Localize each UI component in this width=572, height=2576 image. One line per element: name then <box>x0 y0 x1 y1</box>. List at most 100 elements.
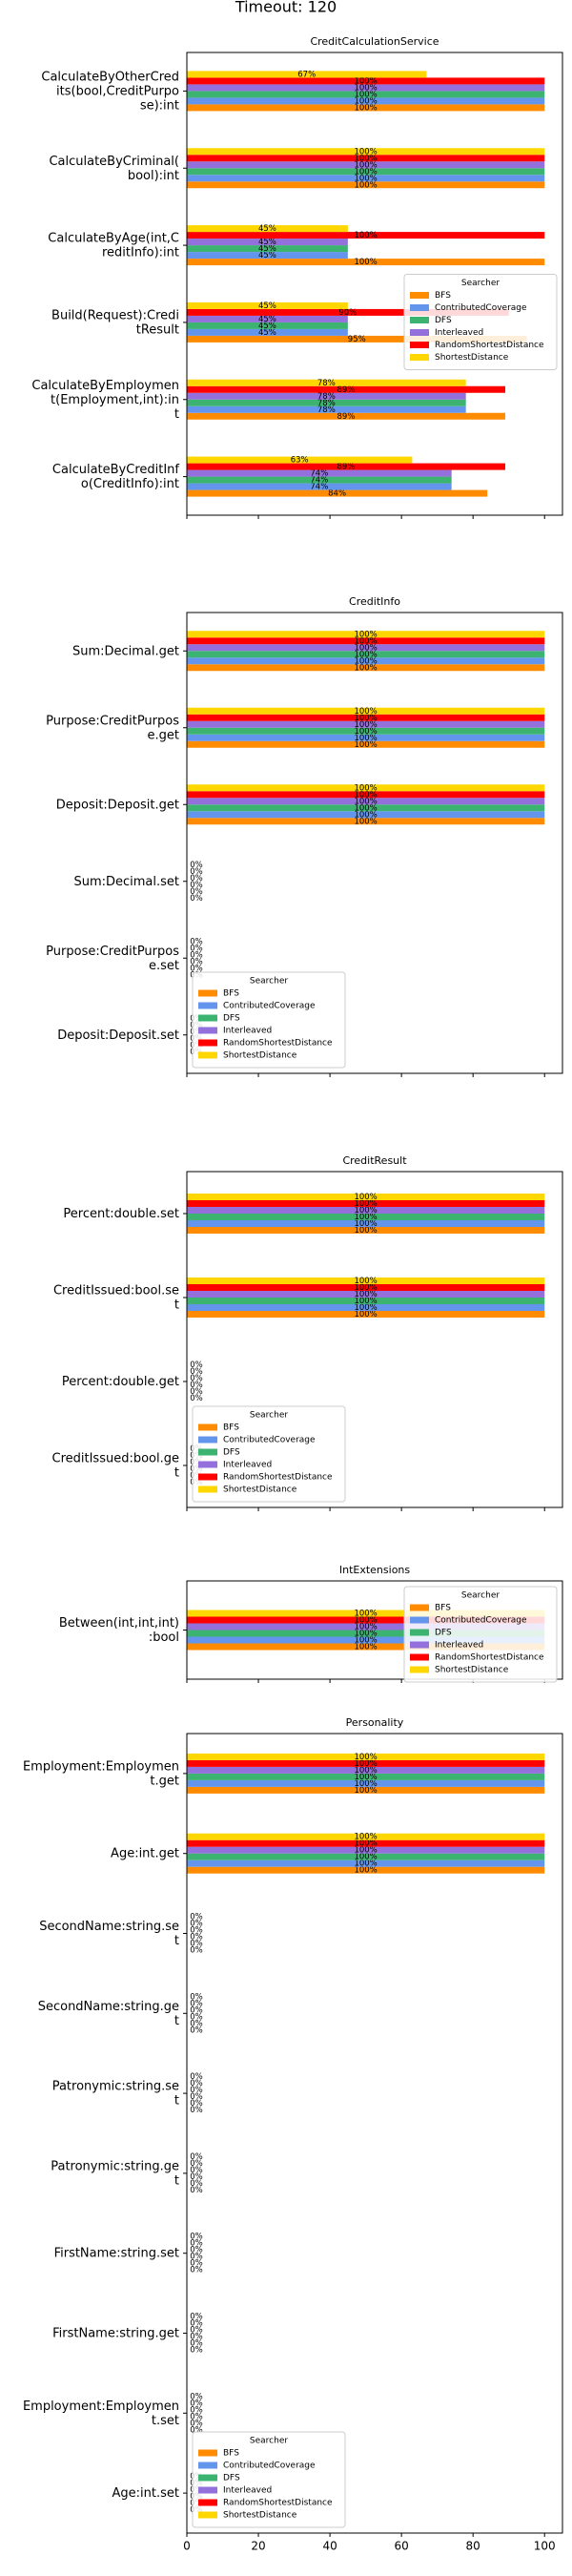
value-label: 0% <box>190 2099 203 2109</box>
value-label: 0% <box>190 2005 203 2015</box>
value-label: 0% <box>190 2239 203 2249</box>
value-label: 100% <box>354 1773 377 1782</box>
value-label: 0% <box>190 2092 203 2102</box>
y-tick-label: Deposit:Deposit.get <box>56 798 179 812</box>
legend-title: Searcher <box>250 1411 288 1421</box>
value-label: 100% <box>354 1839 377 1849</box>
value-label: 74% <box>310 469 328 479</box>
chart-title: IntExtensions <box>339 1564 411 1576</box>
value-label: 63% <box>291 456 309 466</box>
bar <box>187 161 545 169</box>
legend-swatch <box>410 304 429 311</box>
legend-swatch <box>198 1448 217 1456</box>
bar <box>187 315 348 322</box>
value-label: 100% <box>354 1643 377 1652</box>
value-label: 100% <box>354 1283 377 1293</box>
legend-box <box>403 274 558 370</box>
legend-label: DFS <box>435 1629 452 1638</box>
x-tick-label: 100 <box>534 2540 556 2553</box>
value-label: 45% <box>258 238 276 247</box>
legend-swatch <box>410 354 429 361</box>
y-tick-label: Percent:double.set <box>63 1207 179 1221</box>
subplot: CreditInfoSum:Decimal.get100%100%100%100… <box>46 595 563 1077</box>
bar <box>187 1853 545 1860</box>
value-label: 100% <box>354 154 377 163</box>
value-label: 0% <box>190 1946 203 1956</box>
legend-label: ShortestDistance <box>223 1485 297 1495</box>
bar <box>187 71 427 78</box>
bar <box>187 1284 545 1291</box>
value-label: 0% <box>190 2259 203 2269</box>
value-label: 0% <box>190 2313 203 2322</box>
y-tick-label: FirstName:string.get <box>52 2326 179 2340</box>
bar <box>187 469 452 477</box>
value-label: 100% <box>354 650 377 659</box>
bar <box>187 707 545 715</box>
legend-label: RandomShortestDistance <box>223 1473 333 1483</box>
legend-swatch <box>198 989 217 997</box>
legend-label: ContributedCoverage <box>223 1002 316 1011</box>
bar <box>187 804 545 812</box>
value-label: 0% <box>190 2079 203 2088</box>
bar <box>187 1753 545 1760</box>
x-tick-label: 80 <box>466 2540 480 2553</box>
legend-swatch <box>198 1423 217 1431</box>
bar <box>187 1773 545 1780</box>
bar <box>187 1759 545 1767</box>
subplot: Personality Employment:Employmen t.get 100%… <box>23 1716 563 2553</box>
bar <box>187 77 545 85</box>
legend-swatch <box>410 292 429 299</box>
value-label: 0% <box>190 1920 203 1929</box>
bar <box>187 322 348 329</box>
value-label: 89% <box>337 412 356 422</box>
axes-frame <box>186 52 563 516</box>
value-label: 100% <box>354 1226 377 1236</box>
legend-label: ShortestDistance <box>435 353 509 363</box>
bar <box>187 1630 545 1637</box>
legend-box <box>192 1405 346 1503</box>
y-tick-label: Purpose:CreditPurpos e.set <box>46 944 179 972</box>
bar <box>187 412 505 420</box>
bar <box>187 1298 545 1304</box>
value-label: 0% <box>190 2179 203 2189</box>
value-label: 100% <box>354 790 377 800</box>
value-label: 100% <box>354 1759 377 1769</box>
bar <box>187 385 505 393</box>
value-label: 0% <box>190 2012 203 2022</box>
value-label: 100% <box>354 160 377 170</box>
value-label: 0% <box>190 2392 203 2401</box>
value-label: 100% <box>354 714 377 723</box>
legend: Searcher BFS ContributedCoverage DFS Interle… <box>403 274 558 370</box>
bar <box>187 784 545 792</box>
value-label: 0% <box>190 1999 203 2008</box>
legend-swatch <box>410 342 429 348</box>
legend-label: ShortestDistance <box>223 2511 297 2521</box>
legend: Searcher BFS ContributedCoverage DFS Interle… <box>192 1405 346 1503</box>
value-label: 0% <box>190 2419 203 2428</box>
bar <box>187 631 545 638</box>
legend-title: Searcher <box>461 1591 500 1601</box>
bar <box>187 155 545 162</box>
value-label: 100% <box>354 643 377 653</box>
value-label: 0% <box>190 2405 203 2415</box>
bar <box>187 720 545 728</box>
legend-swatch <box>410 317 429 323</box>
bar <box>187 740 545 748</box>
value-label: 84% <box>328 489 346 499</box>
y-tick-label: FirstName:string.set <box>54 2246 179 2260</box>
y-tick-label: CalculateByCreditInf o(CreditInfo):int <box>52 463 179 491</box>
value-label: 0% <box>190 2266 203 2275</box>
value-label: 0% <box>190 937 203 946</box>
legend-title: Searcher <box>461 279 500 288</box>
legend-swatch <box>410 1653 429 1661</box>
bar <box>187 456 413 464</box>
bar <box>187 1623 545 1631</box>
bar <box>187 259 545 266</box>
value-label: 0% <box>190 2246 203 2255</box>
legend-swatch <box>198 2511 217 2519</box>
legend-swatch <box>198 2499 217 2506</box>
value-label: 45% <box>258 328 276 338</box>
bar <box>187 104 545 112</box>
y-tick-label: Build(Request):Credi tResult <box>51 308 179 337</box>
